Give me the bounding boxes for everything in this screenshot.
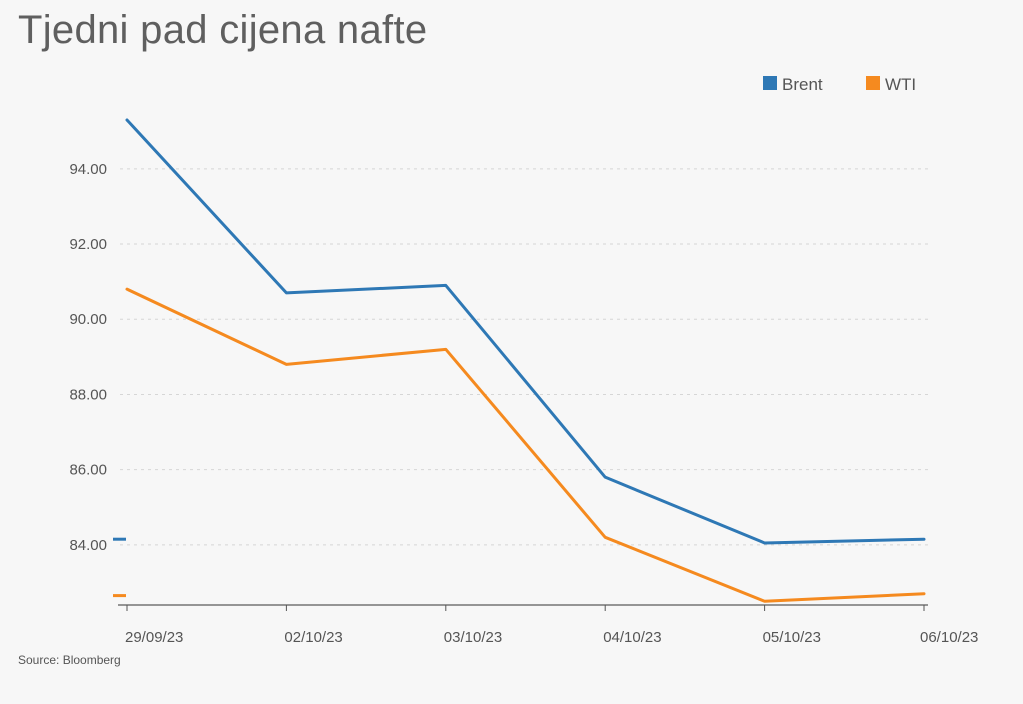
chart-title: Tjedni pad cijena nafte xyxy=(18,8,428,52)
axis-markers xyxy=(113,537,126,598)
y-tick-label: 86.00 xyxy=(69,462,107,479)
y-tick-label: 94.00 xyxy=(69,161,107,178)
x-axis-ticks: 29/09/23 02/10/23 03/10/23 04/10/23 05/10/23… xyxy=(125,605,978,646)
x-tick-label: 03/10/23 xyxy=(444,629,502,646)
legend-label-wti: WTI xyxy=(885,75,916,94)
y-tick-label: 90.00 xyxy=(69,311,107,328)
series-line-brent xyxy=(125,118,926,545)
x-tick-label: 05/10/23 xyxy=(763,629,821,646)
legend-swatch-wti xyxy=(866,76,880,90)
legend-swatch-brent xyxy=(763,76,777,90)
legend: Brent WTI xyxy=(763,75,916,94)
y-axis-tick-labels: 94.00 92.00 90.00 88.00 86.00 84.00 xyxy=(69,161,107,554)
x-tick-label: 02/10/23 xyxy=(284,629,342,646)
x-tick-label: 29/09/23 xyxy=(125,629,183,646)
legend-label-brent: Brent xyxy=(782,75,823,94)
y-tick-label: 88.00 xyxy=(69,386,107,403)
y-tick-label: 92.00 xyxy=(69,236,107,253)
series-line-wti xyxy=(125,287,926,603)
series-lines xyxy=(125,118,926,603)
y-tick-label: 84.00 xyxy=(69,537,107,554)
source-note: Source: Bloomberg xyxy=(18,653,121,667)
x-tick-label: 04/10/23 xyxy=(603,629,661,646)
x-tick-label: 06/10/23 xyxy=(920,629,978,646)
grid-lines xyxy=(120,168,928,546)
